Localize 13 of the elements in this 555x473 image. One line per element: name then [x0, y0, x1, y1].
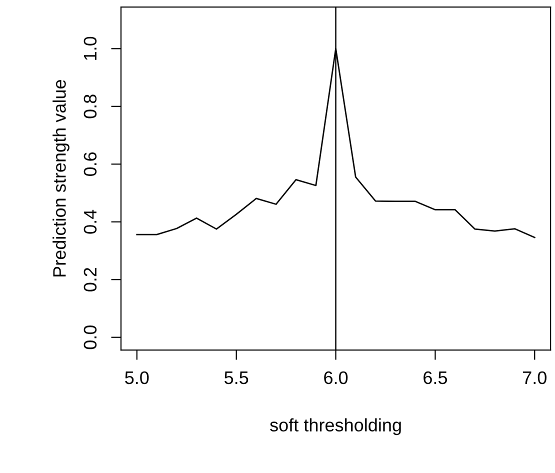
y-tick-label: 0.4: [84, 210, 97, 234]
x-tick-label: 7.0: [523, 371, 546, 384]
x-axis-title: soft thresholding: [270, 418, 401, 436]
y-tick-label: 0.8: [84, 94, 97, 118]
y-axis-title: Prediction strength value: [52, 80, 70, 276]
x-tick-label: 5.0: [125, 371, 149, 384]
x-tick-label: 5.5: [224, 372, 248, 384]
y-tick-label: 0.0: [84, 325, 97, 350]
y-tick-label: 0.2: [84, 268, 97, 292]
y-tick-label: 1.0: [84, 36, 97, 60]
x-tick-label: 6.5: [424, 371, 448, 384]
y-tick-label: 0.6: [84, 152, 97, 176]
x-tick-label: 6.0: [324, 371, 348, 384]
